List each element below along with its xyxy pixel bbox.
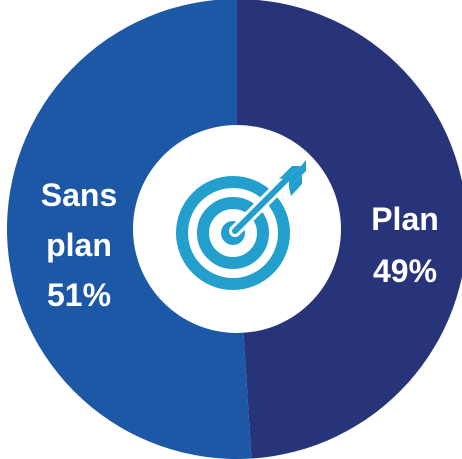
slice-sans-plan	[6, 0, 252, 459]
slice-label-sans-plan-line1: Sans	[41, 177, 117, 213]
slice-label-sans-plan-line3: 51%	[47, 277, 111, 313]
slice-label-plan-line1: Plan	[371, 201, 439, 237]
target-icon	[176, 160, 306, 290]
slices-group	[6, 0, 462, 459]
slice-label-plan-line2: 49%	[373, 253, 437, 289]
slice-plan	[237, 0, 462, 459]
slice-label-sans-plan-line2: plan	[46, 227, 112, 263]
